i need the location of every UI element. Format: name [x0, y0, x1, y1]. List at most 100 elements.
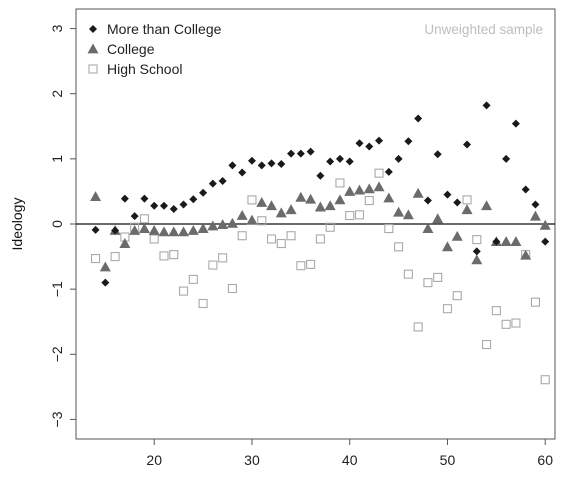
data-point — [355, 139, 364, 148]
data-point — [423, 278, 433, 288]
x-tick-label: 30 — [244, 452, 260, 468]
data-point — [384, 224, 394, 234]
y-tick-label: 3 — [49, 24, 65, 32]
data-point — [91, 225, 100, 234]
data-point — [413, 322, 423, 332]
data-point — [149, 234, 159, 244]
data-point — [101, 278, 110, 287]
data-point — [383, 192, 395, 203]
data-point — [365, 142, 374, 151]
data-point — [335, 178, 345, 188]
data-point — [111, 226, 120, 235]
data-point — [541, 237, 550, 246]
legend-marker — [87, 43, 99, 54]
data-point — [237, 231, 247, 241]
data-point — [139, 214, 149, 224]
data-point — [158, 226, 170, 237]
data-point — [267, 159, 276, 168]
data-point — [266, 200, 278, 211]
data-point — [238, 168, 247, 177]
y-tick-label: 2 — [49, 90, 65, 98]
legend-label: High School — [107, 61, 183, 77]
data-point — [530, 297, 540, 307]
data-point — [363, 183, 375, 194]
data-point — [119, 238, 131, 248]
data-point — [404, 137, 413, 146]
data-point — [335, 154, 344, 163]
y-tick-label: −1 — [49, 281, 65, 297]
data-point — [452, 291, 462, 301]
data-point — [208, 260, 218, 270]
data-point — [502, 154, 511, 163]
data-point — [443, 190, 452, 199]
data-point — [345, 157, 354, 166]
x-axis: 20 30 40 50 60 — [146, 439, 553, 468]
data-point — [198, 298, 208, 309]
data-point — [433, 150, 442, 159]
data-point — [306, 259, 316, 269]
data-point — [432, 213, 444, 224]
x-tick-label: 50 — [440, 452, 456, 468]
data-point — [130, 212, 139, 221]
data-point — [208, 179, 217, 188]
data-point — [451, 230, 463, 241]
data-point — [138, 223, 150, 233]
series-points — [90, 181, 551, 272]
data-point — [296, 149, 305, 158]
annotation-text: Unweighted sample — [424, 22, 543, 37]
data-point — [373, 181, 385, 192]
data-point — [188, 274, 198, 284]
data-points — [90, 101, 551, 385]
data-point — [169, 250, 179, 260]
data-point — [275, 207, 287, 218]
data-point — [168, 226, 180, 237]
data-point — [169, 205, 178, 214]
y-tick-label: 0 — [49, 220, 65, 228]
data-point — [150, 201, 159, 210]
data-point — [207, 220, 219, 231]
data-point — [423, 196, 432, 205]
data-point — [316, 171, 325, 180]
data-point — [296, 261, 306, 271]
data-point — [305, 193, 317, 204]
data-point — [228, 161, 237, 170]
legend: More than College College High School — [87, 21, 222, 77]
data-point — [422, 223, 434, 233]
data-point — [375, 136, 384, 145]
data-point — [277, 160, 286, 169]
data-point — [91, 253, 101, 264]
data-point — [178, 286, 189, 296]
data-point — [325, 222, 335, 232]
y-axis: −3 −2 −1 0 1 2 3 — [49, 24, 76, 427]
data-point — [461, 204, 473, 215]
data-point — [394, 242, 404, 252]
data-point — [256, 197, 268, 207]
data-point — [90, 191, 102, 202]
data-point — [441, 241, 453, 252]
data-point — [531, 200, 540, 209]
data-point — [491, 306, 501, 316]
data-point — [472, 247, 481, 256]
data-point — [442, 304, 453, 314]
series-points — [91, 168, 550, 385]
x-tick-label: 60 — [537, 452, 553, 468]
data-point — [324, 200, 336, 211]
data-point — [99, 261, 111, 272]
y-tick-label: 1 — [49, 155, 65, 163]
data-point — [140, 194, 149, 203]
data-point — [414, 114, 423, 123]
data-point — [199, 188, 208, 197]
data-point — [217, 219, 229, 230]
data-point — [384, 167, 393, 176]
data-point — [463, 140, 472, 149]
legend-label: More than College — [107, 21, 222, 37]
legend-marker — [88, 64, 98, 74]
data-point — [482, 339, 492, 350]
data-point — [511, 119, 520, 128]
data-point — [402, 209, 414, 220]
data-point — [179, 200, 188, 209]
data-point — [247, 156, 256, 165]
data-point — [412, 187, 424, 198]
data-point — [492, 237, 501, 246]
